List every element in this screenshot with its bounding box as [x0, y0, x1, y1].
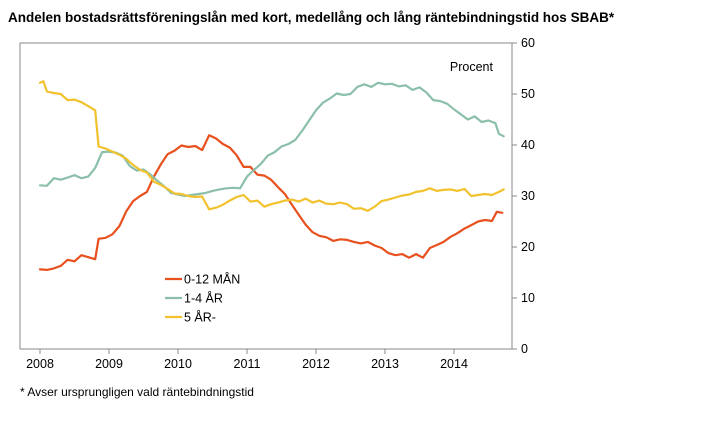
series-line-3 — [38, 80, 505, 212]
series-lines — [38, 80, 505, 271]
x-tick-label: 2009 — [95, 357, 123, 371]
x-tick-label: 2011 — [234, 357, 261, 371]
y-tick-label: 40 — [521, 138, 535, 152]
x-tick-label: 2014 — [440, 357, 468, 371]
legend: 0-12 MÅN 1-4 ÅR 5 ÅR- — [165, 272, 240, 325]
series-line-1 — [38, 134, 504, 271]
legend-label: 1-4 ÅR — [184, 291, 223, 306]
y-tick-label: 20 — [521, 240, 535, 254]
y-tick-label: 0 — [521, 342, 528, 356]
y-tick-label: 60 — [521, 36, 535, 50]
y-axis-ticks: 0 10 20 30 40 50 60 — [512, 36, 535, 356]
y-tick-label: 50 — [521, 87, 535, 101]
chart-title: Andelen bostadsrättsföreningslån med kor… — [8, 10, 615, 25]
y-tick-label: 30 — [521, 189, 535, 203]
footnote: * Avser ursprungligen vald räntebindning… — [20, 385, 254, 399]
legend-label: 5 ÅR- — [184, 310, 216, 325]
x-axis-ticks: 2008 2009 2010 2011 2012 2013 2014 — [26, 349, 468, 371]
legend-label: 0-12 MÅN — [184, 272, 240, 287]
x-tick-label: 2013 — [371, 357, 399, 371]
plot-area-frame — [19, 42, 513, 350]
y-tick-label: 10 — [521, 291, 535, 305]
y-axis-label: Procent — [450, 60, 494, 74]
x-tick-label: 2010 — [164, 357, 192, 371]
x-tick-label: 2012 — [302, 357, 330, 371]
x-tick-label: 2008 — [26, 357, 54, 371]
